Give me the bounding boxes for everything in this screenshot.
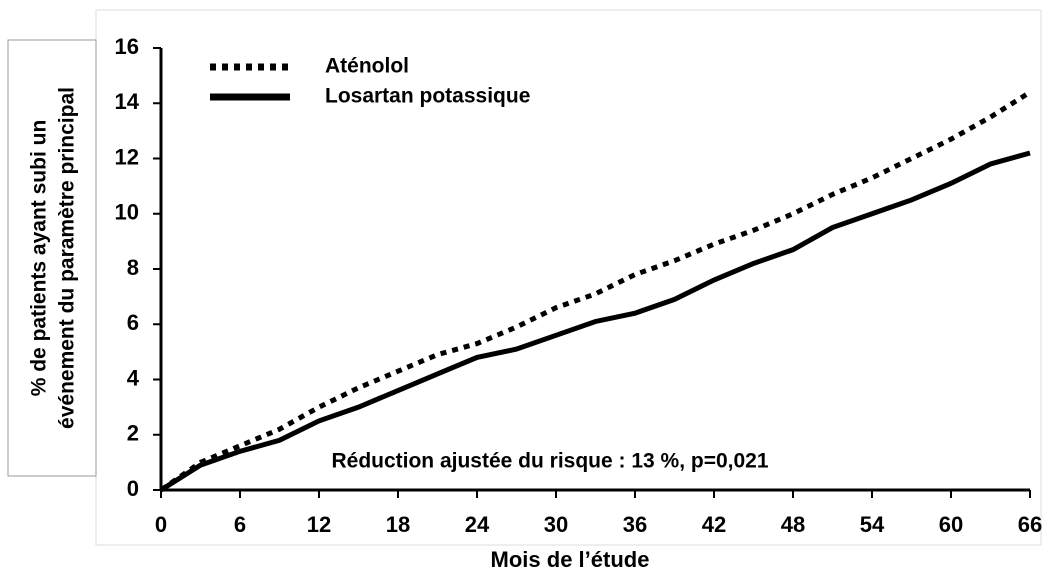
x-tick-label: 12 (307, 512, 331, 537)
y-tick-label: 0 (127, 476, 139, 501)
x-tick-label: 42 (702, 512, 726, 537)
series-line (159, 90, 1032, 493)
series-line (159, 150, 1031, 493)
x-tick-label: 18 (386, 512, 410, 537)
legend-label: Aténolol (325, 55, 409, 78)
x-tick-label: 0 (155, 512, 167, 537)
x-tick-label: 48 (781, 512, 805, 537)
y-tick-label: 8 (127, 255, 139, 280)
x-tick-label: 24 (465, 512, 490, 537)
y-axis-label: événement du paramètre principal (56, 87, 79, 429)
x-axis-label: Mois de l’étude (491, 547, 650, 572)
y-tick-label: 2 (127, 421, 139, 446)
x-tick-label: 60 (939, 512, 963, 537)
x-tick-label: 6 (234, 512, 246, 537)
ylabel-box (7, 39, 97, 477)
y-tick-label: 4 (127, 365, 140, 390)
y-tick-label: 6 (127, 310, 139, 335)
annotation: Réduction ajustée du risque : 13 %, p=0,… (331, 450, 768, 473)
x-tick-label: 54 (860, 512, 885, 537)
y-tick-label: 16 (115, 34, 139, 59)
x-tick-label: 36 (623, 512, 647, 537)
y-tick-label: 12 (115, 144, 139, 169)
legend-label: Losartan potassique (325, 85, 530, 108)
y-tick-label: 14 (115, 89, 140, 114)
x-tick-label: 66 (1018, 512, 1042, 537)
y-axis-label: % de patients ayant subi un (28, 120, 51, 397)
y-tick-label: 10 (115, 200, 139, 225)
x-tick-label: 30 (544, 512, 568, 537)
